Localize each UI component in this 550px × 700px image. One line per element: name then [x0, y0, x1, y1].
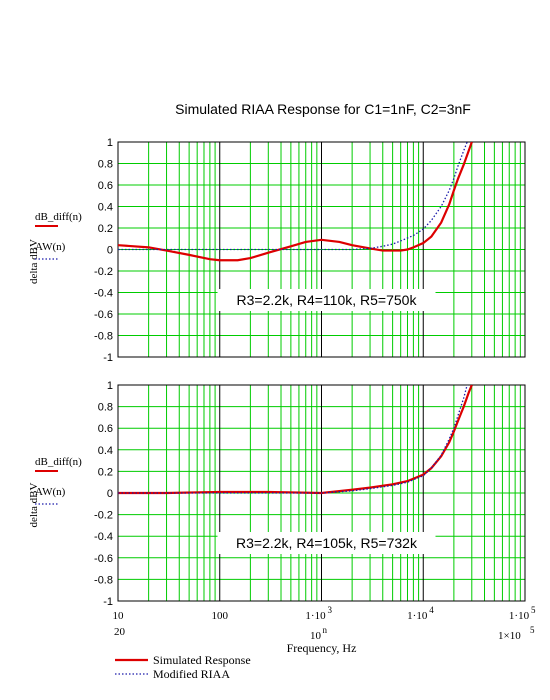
series-line-aw: [118, 142, 468, 251]
x-range-right-exp: 5: [530, 625, 535, 635]
bottom-legend-label-simulated: Simulated Response: [153, 653, 251, 667]
y-tick-label: 0: [107, 245, 113, 257]
x-tick-label: 100: [212, 610, 229, 622]
y-tick-label: 0.8: [98, 159, 113, 171]
annotation-box: [217, 532, 436, 554]
y-tick-label: -1: [103, 352, 113, 364]
y-tick-label: -0.2: [94, 510, 113, 522]
y-tick-label: -0.8: [94, 331, 113, 343]
y-tick-label: -0.6: [94, 553, 113, 565]
y-tick-label: -0.8: [94, 574, 113, 586]
y-tick-label: 0.6: [98, 180, 113, 192]
y-tick-label: -0.4: [94, 531, 113, 543]
series-line-aw: [118, 385, 468, 494]
x-range-middle-exp: n: [323, 625, 328, 635]
y-tick-label: 0.2: [98, 223, 113, 235]
y-tick-label: 0.4: [98, 202, 113, 214]
x-tick-exponent: 4: [429, 605, 434, 615]
x-tick-label: 1·10: [509, 610, 530, 622]
y-tick-label: 1: [107, 137, 113, 149]
y-tick-label: -1: [103, 596, 113, 608]
x-range-middle: 10: [310, 630, 322, 642]
annotation-label: R3=2.2k, R4=110k, R5=750k: [237, 292, 418, 308]
legend-label-aw: AW(n): [35, 486, 66, 498]
x-range-right: 1×10: [498, 630, 521, 642]
x-tick-label: 1·10: [305, 610, 326, 622]
x-axis-label: Frequency, Hz: [287, 641, 357, 655]
legend-label-aw: AW(n): [35, 241, 66, 253]
series-line-dbdiff: [118, 385, 473, 495]
y-axis-label: delta dBV: [28, 482, 40, 527]
legend-label-dbdiff: dB_diff(n): [35, 211, 82, 223]
y-tick-label: 0.4: [98, 445, 113, 457]
x-tick-exponent: 3: [328, 605, 333, 615]
y-tick-label: -0.4: [94, 288, 113, 300]
x-range-left: 20: [114, 626, 126, 638]
annotation-box: [217, 289, 436, 311]
top-panel: 1 0.8 0.6 0.4 0.2 0 -0.2 -0.4 -0.6 -0.8 -1 delta dB…: [28, 137, 526, 364]
x-tick-exponent: 5: [531, 605, 536, 615]
x-tick-label: 10: [113, 610, 125, 622]
bottom-panel: 1 0.8 0.6 0.4 0.2 0 -0.2 -0.4 -0.6 -0.8 -1 delta dB…: [28, 380, 536, 655]
y-tick-label: 0.2: [98, 466, 113, 478]
y-tick-label: -0.2: [94, 266, 113, 278]
y-tick-label: -0.6: [94, 309, 113, 321]
y-tick-label: 1: [107, 380, 113, 392]
chart-title: Simulated RIAA Response for C1=1nF, C2=3…: [175, 101, 471, 117]
annotation-label: R3=2.2k, R4=105k, R5=732k: [236, 535, 418, 551]
legend-label-dbdiff: dB_diff(n): [35, 456, 82, 468]
y-tick-label: 0.6: [98, 423, 113, 435]
bottom-legend-label-modified: Modified RIAA: [153, 667, 230, 681]
y-tick-label: 0.8: [98, 402, 113, 414]
y-axis-label: delta dBV: [28, 239, 40, 284]
y-tick-label: 0: [107, 488, 113, 500]
x-tick-label: 1·10: [407, 610, 428, 622]
